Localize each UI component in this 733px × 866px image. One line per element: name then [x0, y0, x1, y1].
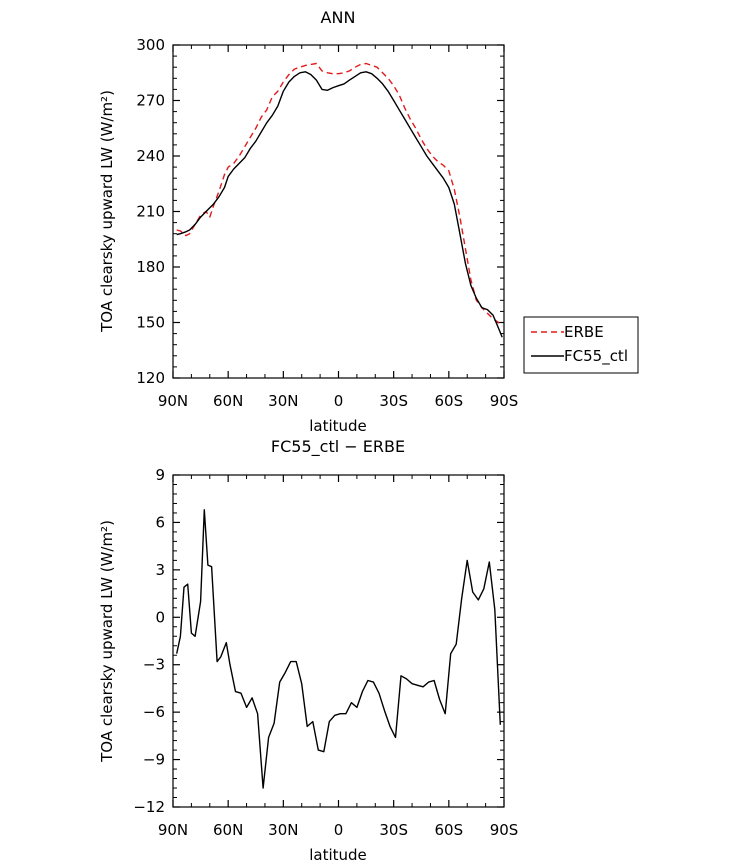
x-tick-label: 0: [334, 392, 344, 410]
bottom-y-axis-label: TOA clearsky upward LW (W/m²): [98, 520, 116, 763]
y-tick-label: 300: [136, 36, 165, 54]
legend-box: [523, 316, 639, 374]
y-tick-label: 210: [136, 203, 165, 221]
y-tick-label: −6: [143, 703, 165, 721]
x-tick-label: 30S: [379, 821, 408, 839]
y-tick-label: 6: [155, 513, 165, 531]
top-legend: ERBE FC55_ctl: [523, 316, 639, 374]
top-y-axis-label: TOA clearsky upward LW (W/m²): [98, 90, 116, 333]
x-tick-label: 90N: [158, 392, 188, 410]
x-tick-label: 30N: [268, 821, 298, 839]
x-tick-label: 90S: [490, 392, 519, 410]
top-x-axis-label: latitude: [309, 417, 367, 435]
series-line-difference: [176, 509, 501, 789]
top-y-ticks: 120 150 180 210 240 270 300: [136, 36, 504, 387]
series-line-fc55-ctl: [176, 71, 503, 338]
y-tick-label: 150: [136, 314, 165, 332]
y-tick-label: 270: [136, 92, 165, 110]
top-chart: ANN 120 150 180 210 240 270 300 90N 60N 30N 0 30S 6…: [98, 8, 639, 435]
bottom-chart: FC55_ctl − ERBE −12 −9 −6 −3 0 3 6 9 90N 60N 30N 0…: [98, 437, 518, 864]
x-tick-label: 0: [334, 821, 344, 839]
x-tick-label: 60N: [213, 392, 243, 410]
series-line-erbe: [176, 62, 503, 327]
bottom-y-ticks: −12 −9 −6 −3 0 3 6 9: [133, 466, 504, 816]
x-tick-label: 30N: [268, 392, 298, 410]
y-tick-label: 0: [155, 608, 165, 626]
y-tick-label: −3: [143, 656, 165, 674]
x-tick-label: 90N: [158, 821, 188, 839]
top-series: [176, 62, 503, 338]
x-tick-label: 30S: [379, 392, 408, 410]
top-x-ticks: 90N 60N 30N 0 30S 60S 90S: [158, 45, 518, 410]
top-chart-title: ANN: [321, 8, 356, 27]
bottom-x-axis-label: latitude: [309, 846, 367, 864]
bottom-x-ticks: 90N 60N 30N 0 30S 60S 90S: [158, 475, 518, 839]
y-tick-label: 3: [155, 561, 165, 579]
x-tick-label: 60S: [435, 821, 464, 839]
y-tick-label: 180: [136, 258, 165, 276]
bottom-chart-frame: [172, 474, 505, 808]
x-tick-label: 90S: [490, 821, 519, 839]
y-tick-label: 240: [136, 147, 165, 165]
x-tick-label: 60S: [435, 392, 464, 410]
y-tick-label: 9: [155, 466, 165, 484]
y-tick-label: 120: [136, 369, 165, 387]
legend-label-fc55: FC55_ctl: [564, 347, 628, 366]
y-tick-label: −9: [143, 751, 165, 769]
y-tick-label: −12: [133, 798, 165, 816]
top-chart-frame: [172, 44, 505, 379]
legend-label-erbe: ERBE: [564, 323, 604, 341]
x-tick-label: 60N: [213, 821, 243, 839]
bottom-chart-title: FC55_ctl − ERBE: [271, 437, 405, 457]
bottom-series: [176, 509, 501, 789]
